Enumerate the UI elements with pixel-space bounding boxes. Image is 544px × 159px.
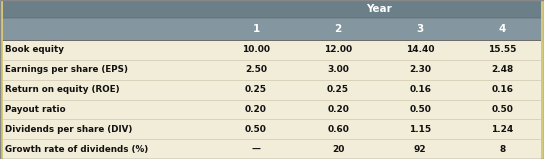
Bar — [541, 0, 544, 159]
Text: 2.50: 2.50 — [245, 65, 267, 74]
Text: 0.50: 0.50 — [409, 105, 431, 114]
Text: 15.55: 15.55 — [489, 45, 517, 54]
Text: 0.16: 0.16 — [409, 85, 431, 94]
Bar — [0, 60, 544, 80]
Text: Payout ratio: Payout ratio — [5, 105, 66, 114]
Text: 2.30: 2.30 — [409, 65, 431, 74]
Text: 2: 2 — [335, 24, 342, 34]
Text: Growth rate of dividends (%): Growth rate of dividends (%) — [5, 145, 149, 154]
Text: 0.60: 0.60 — [327, 125, 349, 134]
Text: 0.25: 0.25 — [245, 85, 267, 94]
Bar — [0, 139, 544, 159]
Text: 10.00: 10.00 — [242, 45, 270, 54]
Bar — [0, 0, 3, 159]
Text: Year: Year — [367, 4, 392, 14]
Text: 0.20: 0.20 — [245, 105, 267, 114]
Bar — [0, 119, 544, 139]
Text: 0.50: 0.50 — [492, 105, 514, 114]
Bar — [0, 0, 544, 18]
Bar — [0, 18, 544, 40]
Text: —: — — [251, 145, 261, 154]
Bar — [0, 100, 544, 119]
Text: 8: 8 — [499, 145, 506, 154]
Text: 4: 4 — [499, 24, 506, 34]
Text: 0.25: 0.25 — [327, 85, 349, 94]
Text: 92: 92 — [414, 145, 426, 154]
Bar — [0, 80, 544, 100]
Text: 0.50: 0.50 — [245, 125, 267, 134]
Text: 3.00: 3.00 — [327, 65, 349, 74]
Text: Book equity: Book equity — [5, 45, 64, 54]
Text: 14.40: 14.40 — [406, 45, 435, 54]
Text: Earnings per share (EPS): Earnings per share (EPS) — [5, 65, 128, 74]
Text: 3: 3 — [417, 24, 424, 34]
Text: 0.20: 0.20 — [327, 105, 349, 114]
Text: 2.48: 2.48 — [492, 65, 514, 74]
Text: 20: 20 — [332, 145, 344, 154]
Text: 12.00: 12.00 — [324, 45, 352, 54]
Bar — [0, 40, 544, 60]
Text: 1.15: 1.15 — [409, 125, 431, 134]
Text: 1: 1 — [252, 24, 259, 34]
Text: 0.16: 0.16 — [492, 85, 514, 94]
Text: Return on equity (ROE): Return on equity (ROE) — [5, 85, 120, 94]
Text: 1.24: 1.24 — [492, 125, 514, 134]
Text: Dividends per share (DIV): Dividends per share (DIV) — [5, 125, 133, 134]
